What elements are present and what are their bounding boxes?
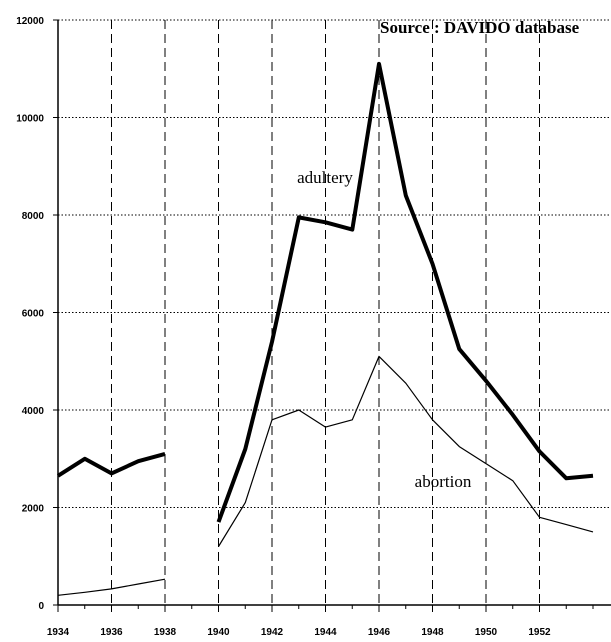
x-tick-label: 1934 [47,627,70,638]
x-tick-label: 1948 [421,627,444,638]
y-tick-label: 6000 [22,309,45,320]
y-tick-label: 4000 [22,406,45,417]
x-tick-label: 1938 [154,627,177,638]
y-tick-label: 8000 [22,211,45,222]
y-tick-label: 10000 [16,114,44,125]
y-tick-label: 2000 [22,504,45,515]
source-note: Source : DAVIDO database [380,18,580,37]
x-tick-label: 1940 [207,627,230,638]
x-tick-label: 1952 [528,627,551,638]
x-tick-label: 1936 [100,627,123,638]
series-label: adultery [297,168,353,187]
x-tick-label: 1946 [368,627,391,638]
x-tick-label: 1942 [261,627,284,638]
series-label: abortion [415,472,472,491]
series-line [57,355,594,596]
y-tick-label: 12000 [16,16,44,27]
x-tick-label: 1944 [314,627,337,638]
x-tick-label: 1950 [475,627,498,638]
y-tick-label: 0 [38,601,44,612]
series-line [56,61,594,523]
